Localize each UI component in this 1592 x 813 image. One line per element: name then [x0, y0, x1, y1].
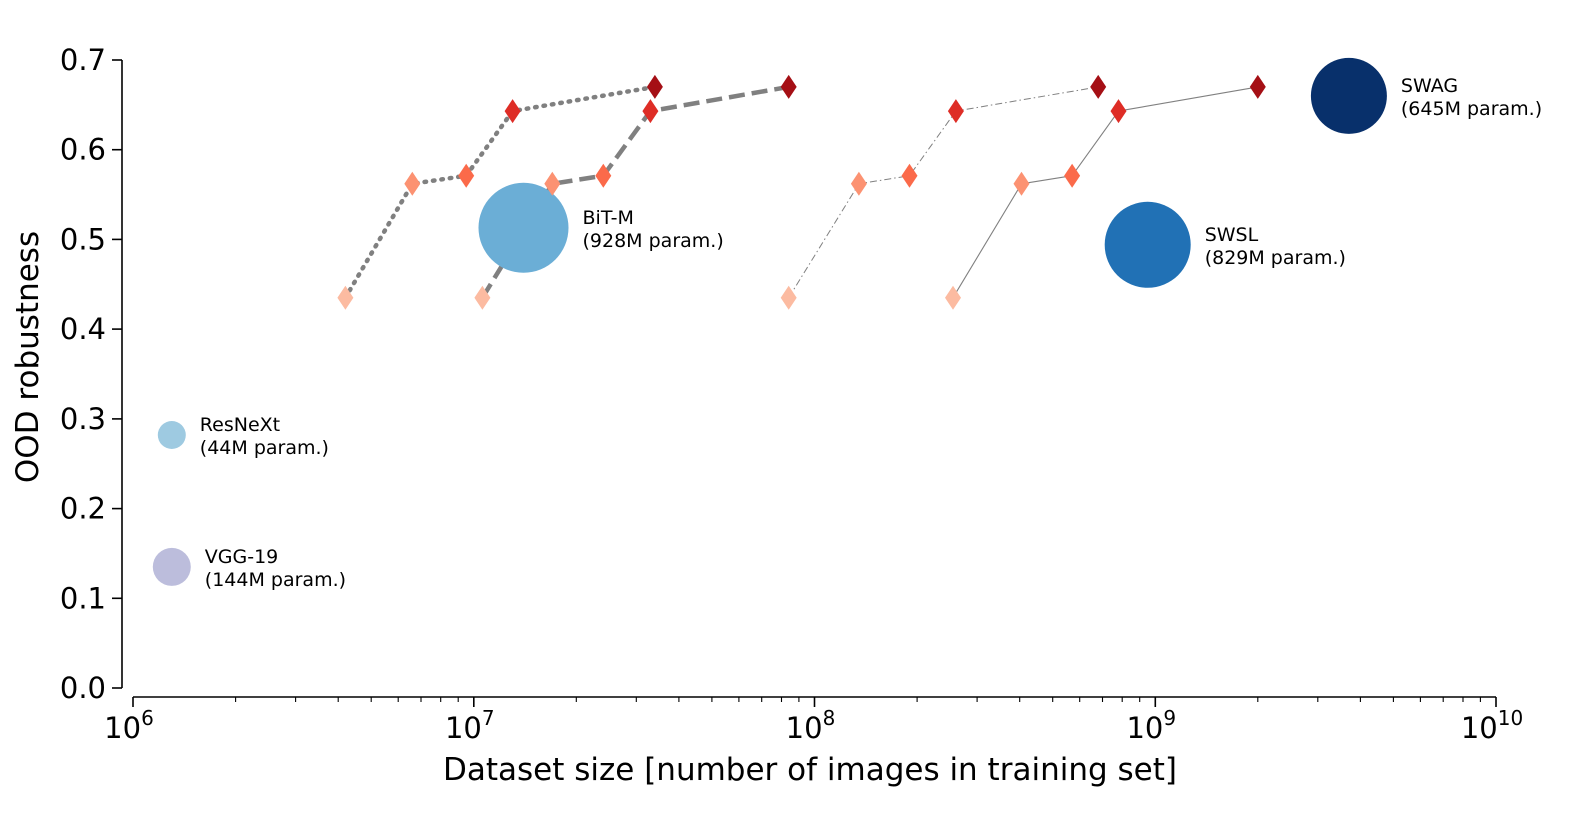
x-tick-label: 109 — [1126, 706, 1176, 745]
y-tick-label: 0.6 — [60, 133, 106, 167]
diamond-marker — [404, 171, 421, 196]
x-tick-label: 107 — [445, 706, 495, 745]
bubble-params-vgg19: (144M param.) — [205, 569, 346, 591]
series-markers — [337, 74, 1266, 310]
y-tick-label: 0.4 — [60, 312, 106, 346]
series-line-dashdot — [788, 86, 1099, 298]
diamond-marker — [595, 163, 612, 188]
bubble-bitm — [478, 182, 569, 273]
diamond-marker — [1090, 74, 1107, 99]
bubble-label-swag: SWAG — [1401, 75, 1458, 97]
bubble-params-resnext: (44M param.) — [200, 437, 329, 459]
bubble-resnext — [157, 421, 186, 449]
y-tick-label: 0.7 — [60, 43, 106, 77]
y-axis-ticks: 0.0 0.1 0.2 0.3 0.4 0.5 0.6 0.7 — [60, 43, 122, 705]
diamond-marker — [504, 99, 521, 124]
diamond-marker — [947, 99, 964, 124]
diamond-marker — [474, 285, 491, 310]
diamond-marker — [1110, 99, 1127, 124]
x-tick-label: 108 — [786, 706, 836, 745]
bubble-swag — [1310, 57, 1387, 134]
model-bubbles — [152, 57, 1387, 586]
bubble-label-resnext: ResNeXt — [200, 414, 280, 436]
diamond-marker — [780, 74, 797, 99]
diamond-marker — [780, 285, 797, 310]
x-axis-title: Dataset size [number of images in traini… — [443, 752, 1177, 788]
y-tick-label: 0.5 — [60, 222, 106, 256]
bubble-swsl — [1104, 201, 1191, 288]
diamond-marker — [642, 99, 659, 124]
x-tick-label: 1010 — [1461, 706, 1523, 745]
diamond-marker — [646, 74, 663, 99]
y-tick-label: 0.2 — [60, 492, 106, 526]
bubble-label-swsl: SWSL — [1205, 224, 1259, 246]
y-axis-title: OOD robustness — [10, 231, 46, 483]
diamond-marker — [1249, 74, 1266, 99]
x-axis-ticks: 106 107 108 109 1010 — [104, 697, 1523, 745]
y-tick-label: 0.1 — [60, 581, 106, 615]
diamond-marker — [1064, 163, 1081, 188]
bubble-params-bitm: (928M param.) — [583, 230, 724, 252]
diamond-marker — [850, 171, 867, 196]
bubble-params-swsl: (829M param.) — [1205, 247, 1346, 269]
bubble-params-swag: (645M param.) — [1401, 98, 1542, 120]
diamond-marker — [945, 285, 961, 310]
bubble-label-vgg19: VGG-19 — [205, 546, 278, 568]
diamond-marker — [337, 285, 354, 310]
y-tick-label: 0.3 — [60, 402, 106, 436]
x-tick-label: 106 — [104, 706, 154, 745]
diamond-marker — [901, 163, 918, 188]
y-tick-label: 0.0 — [60, 671, 106, 705]
bubble-vgg19 — [152, 547, 191, 586]
bubble-label-bitm: BiT-M — [583, 207, 634, 229]
model-labels: VGG-19(144M param.) ResNeXt(44M param.) Bi… — [200, 75, 1542, 591]
diamond-marker — [1013, 171, 1030, 196]
diamond-marker — [544, 171, 561, 196]
diamond-marker — [458, 163, 475, 188]
